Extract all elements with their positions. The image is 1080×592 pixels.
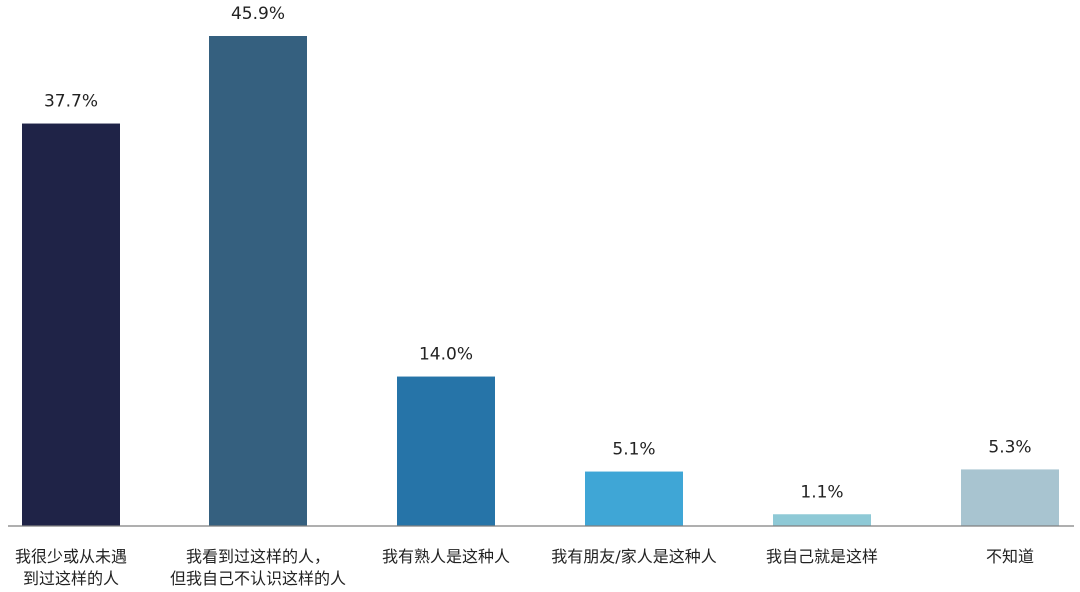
value-label-5: 5.3% (988, 437, 1031, 457)
category-label-5-line-0: 不知道 (986, 547, 1034, 566)
value-label-0: 37.7% (44, 92, 98, 112)
bar-2 (397, 376, 495, 526)
value-label-4: 1.1% (800, 482, 843, 502)
category-label-1-line-1: 但我自己不认识这样的人 (170, 569, 346, 588)
bar-4 (773, 514, 871, 526)
bar-1 (209, 36, 307, 526)
category-label-0-line-0: 我很少或从未遇 (15, 547, 127, 566)
value-label-1: 45.9% (231, 4, 285, 24)
bar-0 (22, 123, 120, 527)
category-label-1-line-0: 我看到过这样的人， (186, 547, 330, 566)
category-label-4-line-0: 我自己就是这样 (766, 547, 878, 566)
bars-group (22, 36, 1059, 527)
bar-3 (585, 471, 683, 526)
bar-5 (961, 469, 1059, 526)
category-label-3-line-0: 我有朋友/家人是这种人 (551, 547, 716, 566)
value-labels-group: 37.7% 45.9% 14.0% 5.1% 1.1% 5.3% (44, 4, 1032, 502)
category-label-0-line-1: 到过这样的人 (23, 569, 119, 588)
category-label-2-line-0: 我有熟人是这种人 (382, 547, 510, 566)
value-label-3: 5.1% (612, 440, 655, 460)
value-label-2: 14.0% (419, 345, 473, 365)
